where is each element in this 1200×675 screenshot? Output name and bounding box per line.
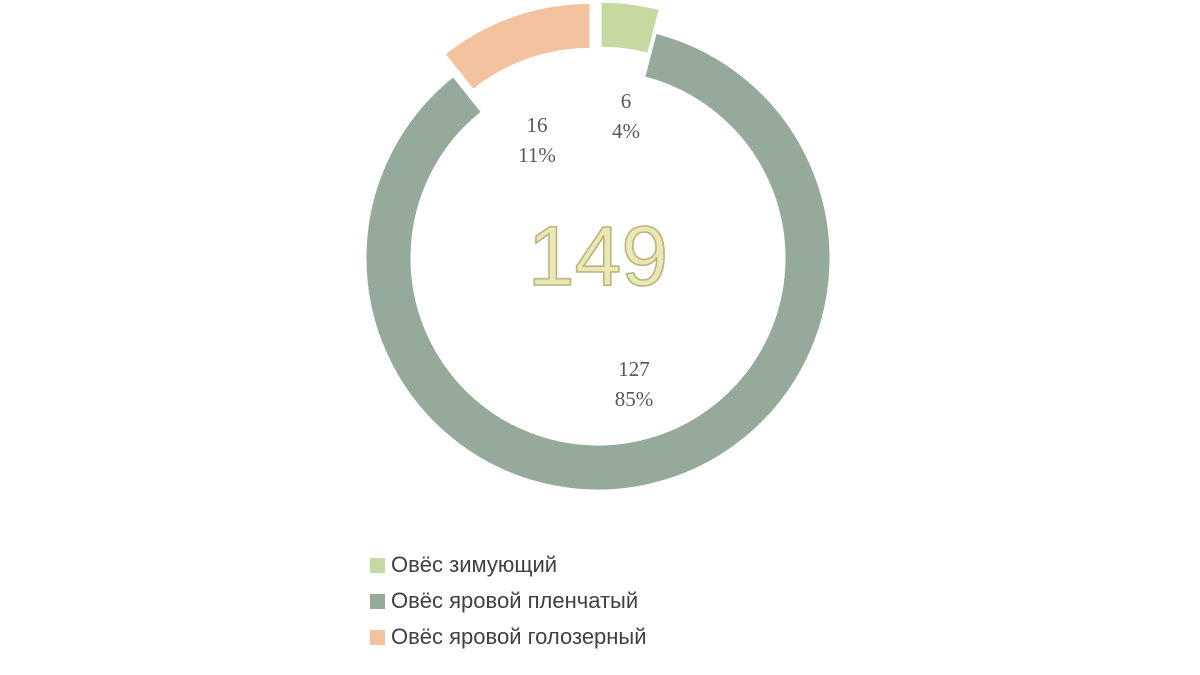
legend-swatch: [370, 557, 385, 573]
value-label: 127: [618, 357, 650, 381]
data-labels: 6 4% 127 85% 16 11%: [518, 89, 653, 411]
percent-label: 4%: [612, 119, 640, 143]
legend-item: Овёс яровой голозерный: [370, 622, 647, 652]
legend-label: Овёс яровой голозерный: [391, 624, 647, 649]
donut-segments: [365, 1, 831, 491]
segment-ovyos-yarovoy-plenchatyy: [365, 32, 831, 491]
percent-label: 85%: [615, 387, 654, 411]
legend-item: Овёс зимующий: [370, 550, 647, 580]
percent-label: 11%: [518, 143, 556, 167]
value-label: 6: [621, 89, 632, 113]
segment-ovyos-zimuyushchiy: [600, 1, 660, 54]
segment-ovyos-yarovoy-golozernyy: [444, 2, 591, 91]
legend-swatch: [370, 593, 385, 609]
legend: Овёс зимующий Овёс яровой пленчатый Овёс я…: [370, 550, 647, 652]
legend-label: Овёс яровой пленчатый: [391, 588, 639, 613]
legend-swatch: [370, 629, 385, 645]
legend-label: Овёс зимующий: [391, 552, 558, 577]
center-total-label: 149: [528, 209, 668, 303]
value-label: 16: [527, 113, 548, 137]
legend-item: Овёс яровой пленчатый: [370, 586, 647, 616]
